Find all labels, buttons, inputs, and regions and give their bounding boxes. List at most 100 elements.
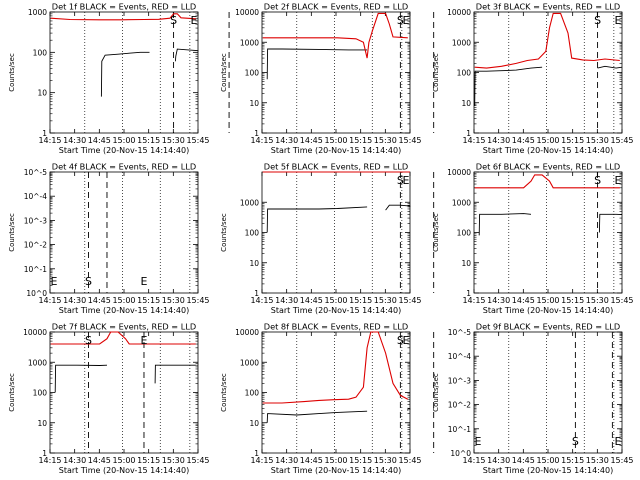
x-axis-label: Start Time (20-Nov-15 14:14:40) <box>483 306 613 315</box>
y-tick-label: 100 <box>245 229 260 238</box>
y-axis-label: Counts/sec <box>220 373 228 412</box>
x-tick-label: 15:15 <box>137 136 160 145</box>
marker-e: E <box>51 275 58 288</box>
y-tick-label: 10 <box>249 419 259 428</box>
marker-s: S <box>594 14 601 27</box>
events-series-line <box>54 364 196 393</box>
y-axis-label: Counts/sec <box>8 53 16 92</box>
marker-e: E <box>475 435 482 448</box>
x-tick-label: 15:30 <box>586 456 609 465</box>
x-tick-label: 15:45 <box>186 296 209 305</box>
x-tick-label: 15:15 <box>349 456 372 465</box>
panel-title: Det 8f BLACK = Events, RED = LLD <box>264 322 408 332</box>
y-tick-label: 1000 <box>240 358 259 367</box>
y-tick-label: 10 <box>461 99 471 108</box>
x-tick-label: 15:30 <box>162 136 185 145</box>
x-tick-label: 14:15 <box>38 456 61 465</box>
x-tick-label: 14:45 <box>300 456 323 465</box>
x-tick-label: 15:45 <box>186 136 209 145</box>
plot-frame <box>261 171 411 294</box>
x-tick-label: 15:45 <box>610 456 633 465</box>
x-tick-label: 15:15 <box>349 296 372 305</box>
x-tick-label: 15:30 <box>374 296 397 305</box>
x-tick-label: 14:15 <box>462 136 485 145</box>
panel-title: Det 7f BLACK = Events, RED = LLD <box>52 322 196 332</box>
x-tick-label: 14:45 <box>300 136 323 145</box>
x-tick-label: 15:00 <box>112 456 135 465</box>
y-tick-label: 10^-1 <box>24 265 48 274</box>
lld-series-line <box>474 174 620 189</box>
plot-frame <box>49 11 199 134</box>
y-tick-label: 10^-4 <box>24 192 48 201</box>
x-tick-label: 14:15 <box>250 456 273 465</box>
x-tick-label: 15:00 <box>324 136 347 145</box>
marker-s: S <box>397 174 404 187</box>
marker-e: E <box>615 435 622 448</box>
y-axis-label: Counts/sec <box>432 53 440 92</box>
y-axis-label: Counts/sec <box>220 53 228 92</box>
y-tick-label: 10000 <box>23 328 47 337</box>
x-tick-label: 14:15 <box>462 296 485 305</box>
x-tick-label: 14:30 <box>63 296 86 305</box>
x-tick-label: 15:15 <box>561 136 584 145</box>
x-axis-label: Start Time (20-Nov-15 14:14:40) <box>483 146 613 155</box>
marker-s: S <box>397 334 404 347</box>
x-tick-label: 15:30 <box>374 456 397 465</box>
x-tick-label: 14:15 <box>38 296 61 305</box>
x-tick-label: 15:00 <box>536 456 559 465</box>
marker-s: S <box>397 14 404 27</box>
x-axis-label: Start Time (20-Nov-15 14:14:40) <box>59 146 189 155</box>
y-axis-label: Counts/sec <box>8 213 16 252</box>
marker-e: E <box>403 334 410 347</box>
y-tick-label: 1 <box>466 129 471 138</box>
events-series-line <box>266 407 411 423</box>
x-tick-label: 15:15 <box>137 456 160 465</box>
x-tick-label: 14:15 <box>38 136 61 145</box>
y-tick-label: 1000 <box>240 38 259 47</box>
y-tick-label: 1000 <box>452 38 471 47</box>
panel-title: Det 3f BLACK = Events, RED = LLD <box>476 2 620 12</box>
x-tick-label: 15:30 <box>162 456 185 465</box>
y-tick-label: 100 <box>245 69 260 78</box>
x-tick-label: 15:15 <box>561 296 584 305</box>
marker-s: S <box>85 275 92 288</box>
y-tick-label: 1 <box>42 129 47 138</box>
events-series-line <box>266 48 411 80</box>
lld-series-line <box>50 331 196 345</box>
x-tick-label: 15:45 <box>610 296 633 305</box>
y-tick-label: 10^-2 <box>448 401 472 410</box>
x-tick-label: 15:45 <box>398 456 421 465</box>
x-tick-label: 14:30 <box>487 456 510 465</box>
y-tick-label: 1 <box>254 289 259 298</box>
x-tick-label: 15:00 <box>536 136 559 145</box>
x-tick-label: 15:00 <box>112 296 135 305</box>
x-axis-label: Start Time (20-Nov-15 14:14:40) <box>483 466 613 475</box>
plot-frame <box>49 171 199 294</box>
y-tick-label: 1 <box>254 129 259 138</box>
y-tick-label: 10^-4 <box>448 352 472 361</box>
y-tick-label: 10 <box>37 419 47 428</box>
plot-frame <box>261 11 411 134</box>
panel-title: Det 2f BLACK = Events, RED = LLD <box>264 2 408 12</box>
plot-frame <box>473 331 623 454</box>
x-tick-label: 15:45 <box>610 136 633 145</box>
x-tick-label: 14:30 <box>63 136 86 145</box>
y-axis-label: Counts/sec <box>8 373 16 412</box>
y-axis-label: Counts/sec <box>220 213 228 252</box>
x-tick-label: 14:30 <box>275 456 298 465</box>
marker-s: S <box>85 334 92 347</box>
x-tick-label: 15:15 <box>561 456 584 465</box>
x-tick-label: 15:30 <box>586 136 609 145</box>
x-tick-label: 14:30 <box>487 136 510 145</box>
x-tick-label: 14:15 <box>250 136 273 145</box>
x-tick-label: 14:30 <box>275 136 298 145</box>
x-axis-label: Start Time (20-Nov-15 14:14:40) <box>271 146 401 155</box>
detector-panel: Det 3f BLACK = Events, RED = LLD 14:15 14:… <box>432 2 634 156</box>
x-tick-label: 15:00 <box>112 136 135 145</box>
y-tick-label: 10 <box>249 99 259 108</box>
